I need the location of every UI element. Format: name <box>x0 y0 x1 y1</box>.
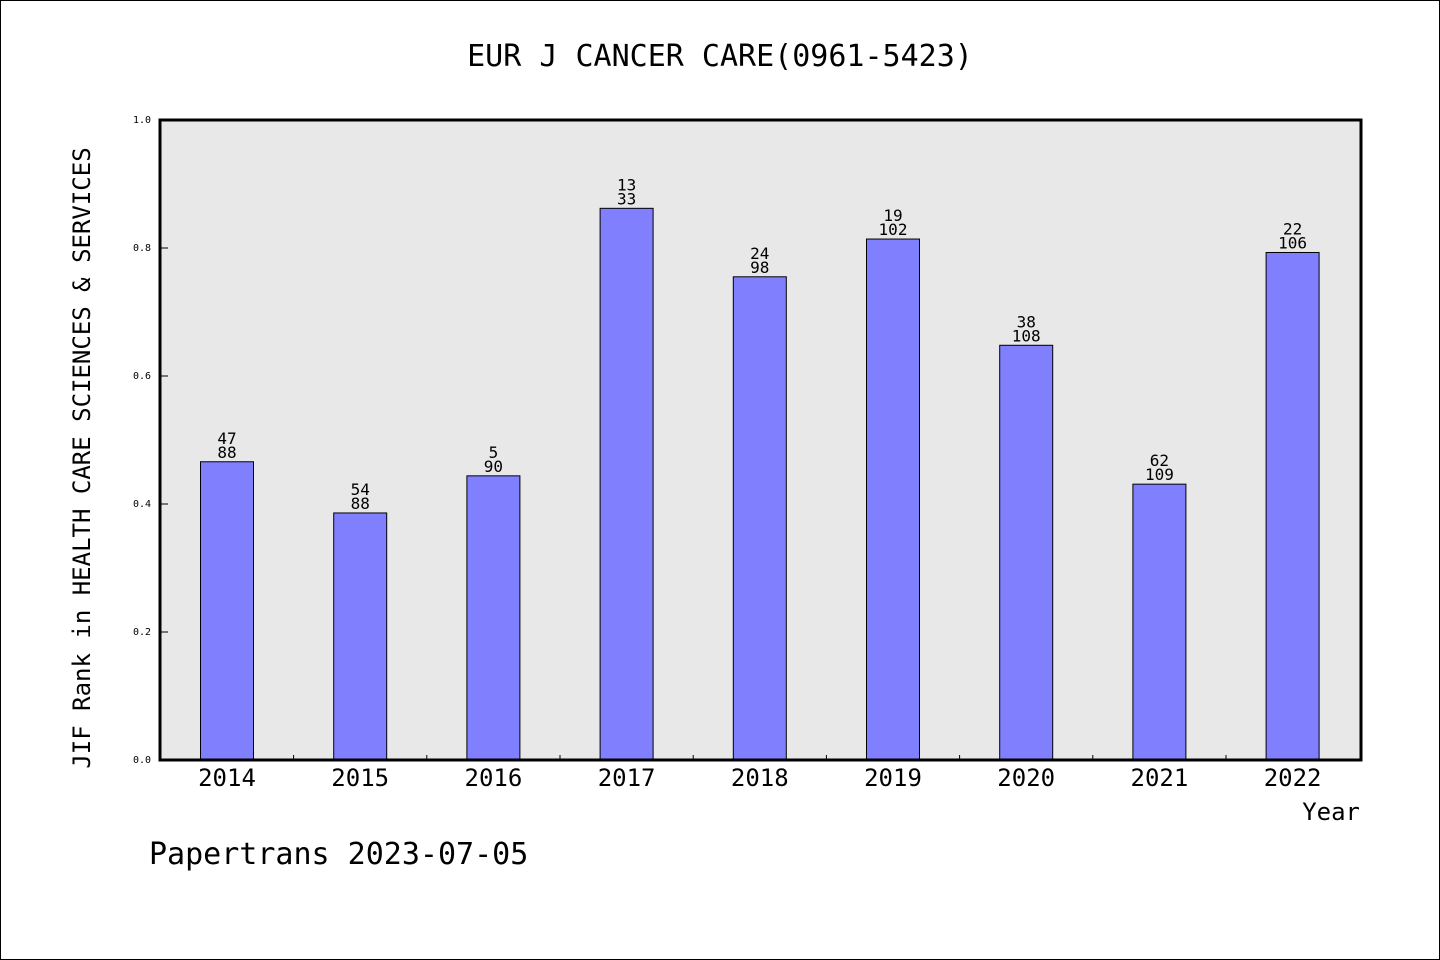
bar-label-top: 38 <box>1017 312 1036 331</box>
bar-label-top: 5 <box>489 443 499 462</box>
bar-label-top: 22 <box>1283 219 1302 238</box>
plot-border <box>158 118 1363 762</box>
bar-label-bottom: 106 <box>1278 233 1307 252</box>
bar-2019 <box>866 238 920 761</box>
bar-label-top: 47 <box>217 429 236 448</box>
x-tick-label: 2022 <box>1264 764 1322 792</box>
x-tick-label: 2020 <box>997 764 1055 792</box>
bar-2014 <box>200 461 254 761</box>
x-tick-label: 2019 <box>864 764 922 792</box>
bar-label-bottom: 88 <box>217 443 236 462</box>
x-tick-label: 2018 <box>731 764 789 792</box>
y-tick-label: 0.0 <box>133 755 151 766</box>
bar-label-bottom: 90 <box>484 457 503 476</box>
bar-2021 <box>1132 483 1187 761</box>
bar-label-top: 54 <box>351 480 370 499</box>
x-tick-label: 2021 <box>1131 764 1189 792</box>
bar-label-top: 62 <box>1150 451 1169 470</box>
bar-label-bottom: 102 <box>879 220 908 239</box>
y-axis-label: JIF Rank in HEALTH CARE SCIENCES & SERVI… <box>68 147 96 768</box>
x-tick-label: 2015 <box>331 764 389 792</box>
bar-2020 <box>999 344 1054 761</box>
y-tick-label: 0.8 <box>133 243 151 254</box>
bar-label-bottom: 109 <box>1145 465 1174 484</box>
bar-2015 <box>333 512 388 761</box>
x-tick-label: 2017 <box>598 764 656 792</box>
y-tick-label: 0.2 <box>133 627 151 638</box>
bar-label-bottom: 88 <box>351 494 370 513</box>
bar-2016 <box>466 475 521 761</box>
chart-title: EUR J CANCER CARE(0961-5423) <box>467 39 973 74</box>
x-axis-label: Year <box>1302 798 1360 826</box>
bar-label-bottom: 33 <box>617 189 636 208</box>
bar-label-bottom: 98 <box>750 258 769 277</box>
bar-2017 <box>599 207 654 761</box>
bar-label-top: 19 <box>883 206 902 225</box>
x-tick-layer: 2014 2015 2016 2017 2018 2019 2020 2021 2022 <box>198 755 1321 792</box>
x-tick-label: 2014 <box>198 764 256 792</box>
footer-credit: Papertrans 2023-07-05 <box>149 837 528 872</box>
bar-2018 <box>732 276 787 761</box>
x-tick-label: 2016 <box>465 764 523 792</box>
bar-label-top: 13 <box>617 175 636 194</box>
bar-label-top: 24 <box>750 244 769 263</box>
y-tick-label: 0.6 <box>133 371 151 382</box>
bar-2022 <box>1265 251 1320 761</box>
y-tick-label: 0.4 <box>133 499 151 510</box>
bar-label-bottom: 108 <box>1012 326 1041 345</box>
y-tick-label: 1.0 <box>133 115 151 126</box>
